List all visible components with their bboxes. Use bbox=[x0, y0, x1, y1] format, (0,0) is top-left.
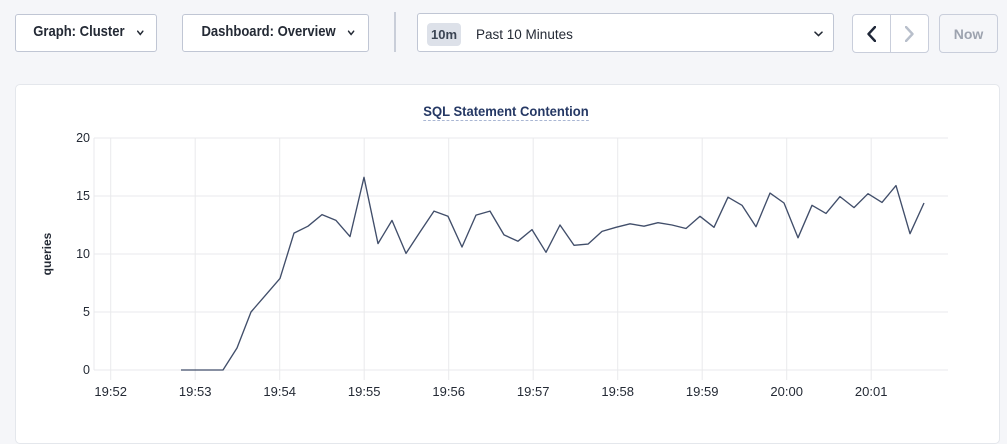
svg-text:19:54: 19:54 bbox=[263, 384, 296, 399]
svg-text:5: 5 bbox=[83, 305, 90, 319]
svg-text:19:57: 19:57 bbox=[517, 384, 550, 399]
svg-text:19:52: 19:52 bbox=[94, 384, 127, 399]
svg-text:20:00: 20:00 bbox=[770, 384, 803, 399]
svg-text:queries: queries bbox=[40, 232, 54, 275]
svg-text:0: 0 bbox=[83, 363, 90, 377]
svg-text:19:53: 19:53 bbox=[179, 384, 212, 399]
svg-text:19:56: 19:56 bbox=[432, 384, 465, 399]
svg-text:20:01: 20:01 bbox=[855, 384, 888, 399]
svg-text:19:58: 19:58 bbox=[601, 384, 634, 399]
svg-text:20: 20 bbox=[76, 131, 90, 145]
svg-text:19:55: 19:55 bbox=[348, 384, 381, 399]
svg-text:10: 10 bbox=[76, 247, 90, 261]
svg-text:19:59: 19:59 bbox=[686, 384, 719, 399]
svg-text:15: 15 bbox=[76, 189, 90, 203]
